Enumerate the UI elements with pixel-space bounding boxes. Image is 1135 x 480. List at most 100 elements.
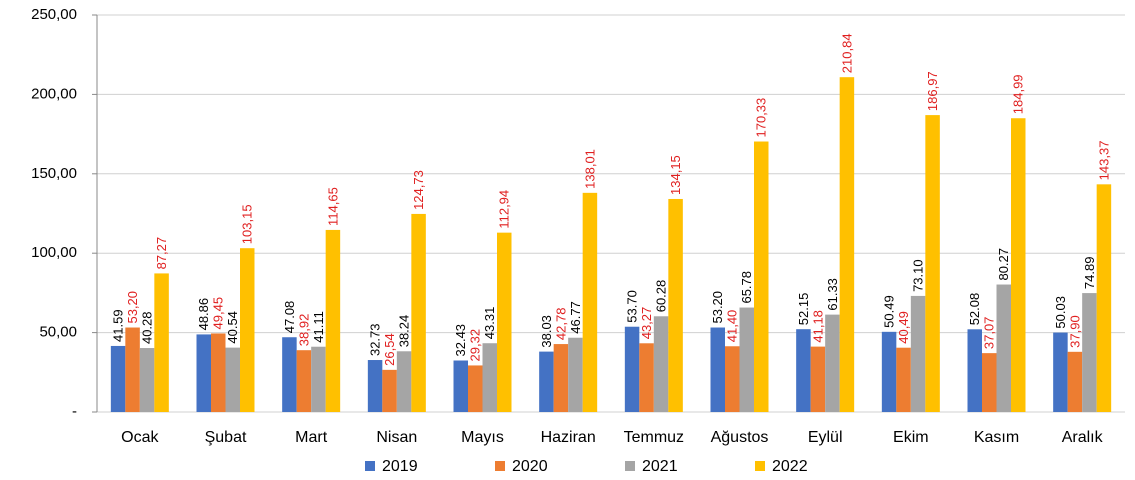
bar bbox=[453, 360, 468, 412]
value-label: 60.28 bbox=[654, 280, 669, 313]
legend-label: 2021 bbox=[642, 458, 678, 475]
value-label: 103,15 bbox=[240, 204, 255, 244]
value-label: 210,84 bbox=[839, 33, 854, 73]
bar bbox=[982, 353, 997, 412]
bar bbox=[110, 345, 126, 412]
value-label: 53,20 bbox=[125, 291, 140, 324]
bar bbox=[653, 316, 669, 412]
bar bbox=[725, 346, 740, 412]
bar bbox=[296, 350, 312, 412]
legend-label: 2022 bbox=[772, 458, 808, 475]
bar bbox=[1096, 184, 1112, 412]
bar bbox=[240, 248, 255, 412]
x-tick-label: Mart bbox=[295, 429, 328, 446]
legend-swatch bbox=[365, 461, 375, 471]
value-label: 143,37 bbox=[1096, 141, 1111, 181]
value-label: 112,94 bbox=[497, 190, 512, 229]
bar bbox=[739, 307, 754, 412]
y-tick-label: 150,00 bbox=[31, 165, 77, 182]
legend-swatch bbox=[625, 461, 635, 471]
value-label: 32.43 bbox=[453, 324, 468, 357]
x-tick-label: Nisan bbox=[376, 429, 417, 446]
value-label: 138,01 bbox=[582, 149, 597, 189]
bar bbox=[825, 314, 840, 412]
bar bbox=[225, 347, 240, 412]
value-label: 47.08 bbox=[282, 301, 297, 334]
legend-swatch bbox=[755, 461, 765, 471]
value-label: 50.49 bbox=[882, 295, 897, 328]
legend-label: 2020 bbox=[512, 458, 548, 475]
y-tick-label: 200,00 bbox=[31, 85, 77, 102]
value-label: 26,54 bbox=[382, 333, 397, 366]
value-label: 65.78 bbox=[739, 271, 754, 304]
bar bbox=[1011, 118, 1026, 413]
value-label: 74.89 bbox=[1082, 257, 1097, 290]
bar bbox=[967, 329, 982, 412]
value-label: 40,49 bbox=[896, 311, 911, 344]
bar bbox=[196, 334, 211, 412]
value-label: 49,45 bbox=[211, 297, 226, 330]
value-label: 48.86 bbox=[196, 298, 211, 331]
value-label: 43,27 bbox=[639, 307, 654, 340]
bar bbox=[411, 213, 426, 412]
x-tick-label: Kasım bbox=[974, 429, 1019, 446]
bar bbox=[382, 369, 397, 412]
x-tick-label: Ağustos bbox=[711, 429, 769, 446]
x-tick-label: Temmuz bbox=[624, 429, 684, 446]
bar bbox=[668, 198, 683, 412]
value-label: 41,40 bbox=[725, 310, 740, 343]
value-label: 37,07 bbox=[982, 317, 997, 350]
value-label: 41.59 bbox=[111, 309, 126, 342]
y-tick-label: 250,00 bbox=[31, 6, 77, 23]
bar bbox=[311, 346, 326, 412]
value-label: 134,15 bbox=[668, 155, 683, 195]
bar bbox=[810, 346, 826, 412]
value-label: 170,33 bbox=[754, 98, 769, 138]
bar bbox=[154, 273, 169, 412]
bar bbox=[482, 343, 497, 412]
x-tick-label: Eylül bbox=[808, 429, 843, 446]
bar bbox=[282, 337, 297, 412]
value-label: 50.03 bbox=[1053, 296, 1068, 329]
value-label: 61.33 bbox=[825, 278, 840, 311]
bar bbox=[910, 295, 926, 412]
bar bbox=[925, 115, 940, 412]
value-label: 38.03 bbox=[539, 315, 554, 348]
bar bbox=[754, 141, 769, 412]
bar bbox=[367, 360, 383, 412]
value-label: 46.77 bbox=[568, 301, 583, 334]
bar bbox=[896, 347, 911, 412]
legend-label: 2019 bbox=[382, 458, 418, 475]
value-label: 53.70 bbox=[625, 290, 640, 323]
value-label: 41,18 bbox=[810, 310, 825, 343]
value-label: 52.15 bbox=[796, 293, 811, 326]
value-label: 41.11 bbox=[311, 311, 326, 343]
value-label: 42,78 bbox=[553, 308, 568, 341]
x-tick-label: Şubat bbox=[205, 429, 247, 446]
bar bbox=[568, 337, 583, 412]
bar bbox=[881, 331, 897, 412]
value-label: 73.10 bbox=[911, 259, 926, 292]
bar bbox=[996, 284, 1011, 412]
value-label: 32.73 bbox=[368, 323, 383, 356]
bar bbox=[211, 333, 226, 412]
x-tick-label: Haziran bbox=[541, 429, 596, 446]
value-label: 124,73 bbox=[411, 170, 426, 210]
value-label: 38.24 bbox=[397, 315, 412, 348]
value-label: 43.31 bbox=[482, 307, 497, 340]
value-label: 114,65 bbox=[325, 187, 340, 226]
bar bbox=[325, 229, 341, 412]
value-label: 53.20 bbox=[710, 291, 725, 324]
value-label: 80.27 bbox=[996, 248, 1011, 281]
bar bbox=[1067, 351, 1083, 412]
bar bbox=[396, 351, 412, 412]
y-tick-label: - bbox=[72, 403, 77, 420]
bar bbox=[139, 348, 155, 412]
bar bbox=[1053, 332, 1068, 412]
value-label: 184,99 bbox=[1011, 74, 1026, 114]
bar bbox=[553, 344, 569, 412]
bar bbox=[468, 365, 483, 412]
value-label: 40.54 bbox=[225, 311, 240, 344]
value-label: 186,97 bbox=[925, 71, 940, 111]
